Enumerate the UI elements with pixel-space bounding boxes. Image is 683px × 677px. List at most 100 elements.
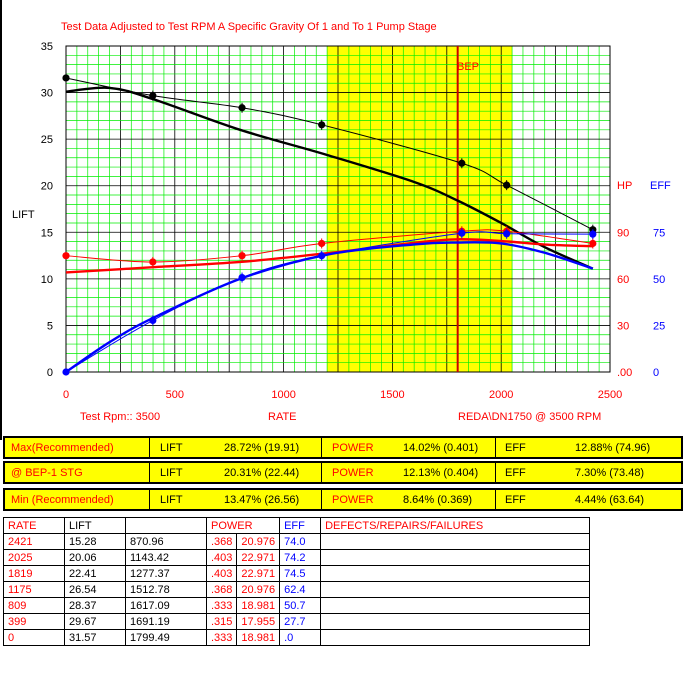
x-tick-label: 0	[63, 389, 69, 401]
cell-eff: 27.7	[279, 613, 322, 630]
header-lift: LIFT	[64, 517, 126, 534]
chart-marks	[62, 74, 597, 376]
cell-lift: 31.57	[64, 629, 126, 646]
cell-lift: 22.41	[64, 565, 126, 582]
axis-labels: LIFT HP EFF Test Rpm:: 3500 RATE REDA\DN…	[12, 41, 671, 423]
cell-eff: 74.5	[279, 565, 322, 582]
cell-power-pct: 22.971	[236, 565, 281, 582]
summary-row-max: Max(Recommended) LIFT 28.72% (19.91) POW…	[3, 436, 683, 459]
divider	[149, 438, 150, 457]
eff-fitted-curve	[65, 241, 594, 373]
table-row: 0 31.57 1799.49.333 18.981.0	[3, 629, 591, 646]
cell-defects	[320, 565, 591, 582]
cell-power-pct: 20.976	[236, 533, 281, 550]
cell-lift-ft: 1512.78	[125, 581, 207, 598]
x-axis-label: RATE	[268, 411, 297, 423]
summary-power-label: POWER	[332, 442, 374, 454]
summary-eff-label: EFF	[505, 467, 526, 479]
eff-tick-label: 75	[653, 227, 665, 239]
table-row: 2421 15.28 870.96.368 20.976 74.0	[3, 533, 591, 550]
summary-power-value: 12.13% (0.404)	[403, 467, 479, 479]
divider	[321, 438, 322, 457]
cell-lift: 15.28	[64, 533, 126, 550]
summary-power-value: 14.02% (0.401)	[403, 442, 479, 454]
header-defects: DEFECTS/REPAIRS/FAILURES	[320, 517, 591, 534]
header-power: POWER	[205, 517, 281, 534]
summary-eff-value: 12.88% (74.96)	[575, 442, 651, 454]
eff-tick-label: 25	[653, 320, 665, 332]
divider	[321, 463, 322, 482]
summary-power-value: 8.64% (0.369)	[403, 494, 473, 506]
summary-lift-value: 13.47% (26.56)	[224, 494, 300, 506]
x-tick-label: 500	[166, 389, 184, 401]
eff-tick-label: 0	[653, 367, 659, 379]
cell-power: .368	[205, 581, 238, 598]
header-rate: RATE	[3, 517, 65, 534]
hp-tick-label: 90	[617, 227, 629, 239]
cell-power: .403	[205, 549, 238, 566]
eff-tick-label: 50	[653, 274, 665, 286]
cell-defects	[320, 613, 591, 630]
x-tick-label: 1000	[271, 389, 295, 401]
hp-axis-label: HP	[617, 180, 632, 192]
x-tick-label: 1500	[380, 389, 404, 401]
lift-point	[62, 74, 70, 82]
summary-eff-label: EFF	[505, 442, 526, 454]
y-tick-label: 35	[41, 41, 53, 53]
table-row: 1175 26.54 1512.78.368 20.976 62.4	[3, 581, 591, 598]
cell-rate: 809	[3, 597, 65, 614]
table-row: 1819 22.41 1277.37.403 22.971 74.5	[3, 565, 591, 582]
divider	[495, 463, 496, 482]
cell-lift: 26.54	[64, 581, 126, 598]
x-tick-label: 2000	[489, 389, 513, 401]
cell-rate: 2421	[3, 533, 65, 550]
cell-eff: 50.7	[279, 597, 322, 614]
summary-lift-label: LIFT	[160, 494, 183, 506]
summary-power-label: POWER	[332, 494, 374, 506]
x-tick-label: 2500	[598, 389, 622, 401]
cell-eff: 62.4	[279, 581, 322, 598]
y-tick-label: 25	[41, 134, 53, 146]
summary-lift-value: 28.72% (19.91)	[224, 442, 300, 454]
cell-defects	[320, 629, 591, 646]
bep-label: BEP	[457, 61, 479, 73]
cell-lift: 20.06	[64, 549, 126, 566]
table-header-row: RATE LIFT POWER EFF DEFECTS/REPAIRS/FAIL…	[3, 517, 591, 534]
cell-power-pct: 22.971	[236, 549, 281, 566]
hp-tick-label: .00	[617, 367, 632, 379]
summary-row-min: Min (Recommended) LIFT 13.47% (26.56) PO…	[3, 488, 683, 511]
cell-eff: .0	[279, 629, 322, 646]
divider	[149, 490, 150, 509]
divider	[495, 490, 496, 509]
divider	[321, 490, 322, 509]
cell-defects	[320, 533, 591, 550]
cell-lift-ft: 1691.19	[125, 613, 207, 630]
cell-power: .403	[205, 565, 238, 582]
y-tick-label: 10	[41, 274, 53, 286]
y-tick-label: 0	[47, 367, 53, 379]
cell-rate: 1819	[3, 565, 65, 582]
y-tick-label: 15	[41, 227, 53, 239]
header-lift-blank	[125, 517, 207, 534]
cell-power: .368	[205, 533, 238, 550]
cell-power: .333	[205, 629, 238, 646]
summary-row-label: Max(Recommended)	[11, 442, 114, 454]
y-tick-label: 30	[41, 88, 53, 100]
cell-power-pct: 20.976	[236, 581, 281, 598]
cell-lift-ft: 1143.42	[125, 549, 207, 566]
summary-eff-label: EFF	[505, 494, 526, 506]
cell-defects	[320, 549, 591, 566]
hp-tick-label: 60	[617, 274, 629, 286]
cell-defects	[320, 581, 591, 598]
summary-lift-label: LIFT	[160, 442, 183, 454]
summary-row-bep: @ BEP-1 STG LIFT 20.31% (22.44) POWER 12…	[3, 461, 683, 484]
summary-lift-value: 20.31% (22.44)	[224, 467, 300, 479]
cell-lift-ft: 870.96	[125, 533, 207, 550]
cell-rate: 0	[3, 629, 65, 646]
test-rpm-label: Test Rpm:: 3500	[80, 411, 160, 423]
cell-lift-ft: 1617.09	[125, 597, 207, 614]
cell-eff: 74.0	[279, 533, 322, 550]
table-row: 809 28.37 1617.09.333 18.981 50.7	[3, 597, 591, 614]
power-point	[62, 252, 70, 260]
chart-title: Test Data Adjusted to Test RPM A Specifi…	[61, 21, 437, 33]
